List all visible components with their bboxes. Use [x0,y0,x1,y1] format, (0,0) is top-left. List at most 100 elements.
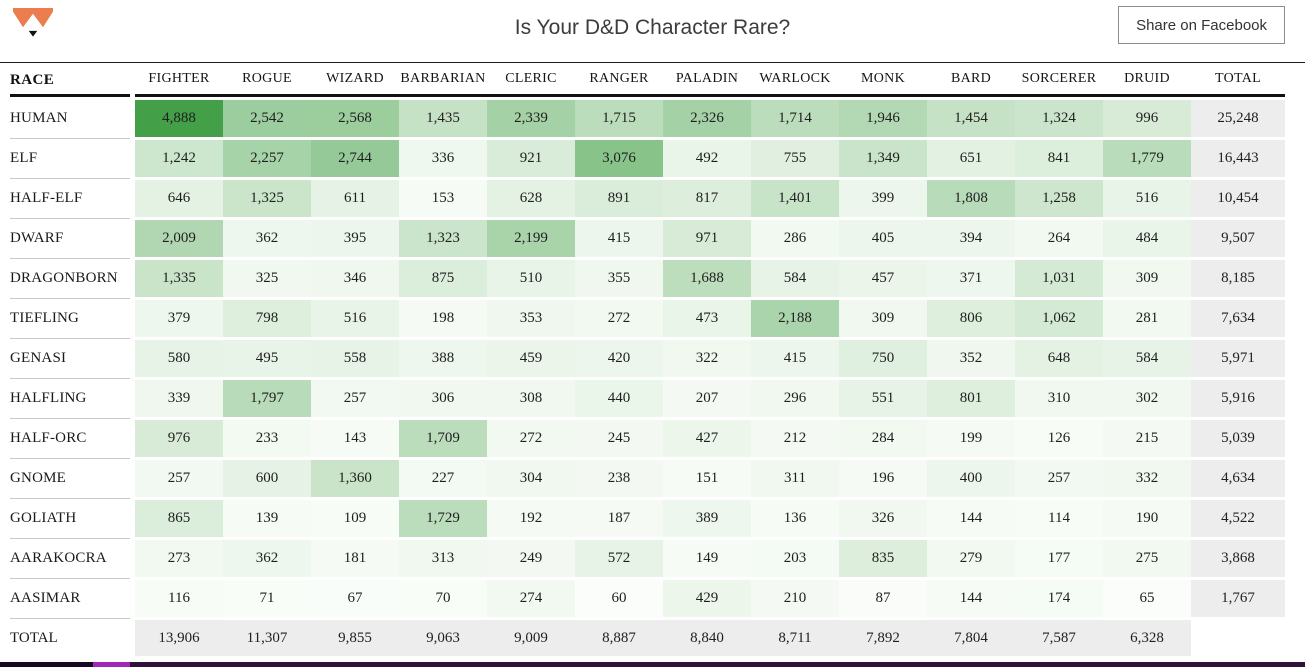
heatmap-cell: 212 [751,420,839,457]
race-label: AASIMAR [10,580,135,619]
heatmap-cell: 648 [1015,340,1103,377]
heatmap-cell: 405 [839,220,927,257]
share-on-facebook-button[interactable]: Share on Facebook [1118,6,1285,44]
heatmap-cell: 174 [1015,580,1103,617]
heatmap-cell: 865 [135,500,223,537]
heatmap-cell: 2,542 [223,100,311,137]
table-row-half-elf: HALF-ELF 646 1,325 611 153 628 891 817 1,401 399 1… [10,180,1285,219]
heatmap-cell: 572 [575,540,663,577]
heatmap-cell: 440 [575,380,663,417]
column-total-cell: 9,009 [514,629,548,646]
heatmap-cell: 2,744 [311,140,399,177]
heatmap-cell: 4,888 [135,100,223,137]
heatmap-cell: 1,401 [751,180,839,217]
heatmap-cell: 311 [751,460,839,497]
heatmap-cell: 646 [135,180,223,217]
race-label: AARAKOCRA [10,540,135,579]
heatmap-cell: 302 [1103,380,1191,417]
heatmap-cell: 203 [751,540,839,577]
row-total-cell: 4,522 [1191,500,1285,537]
heatmap-cell: 484 [1103,220,1191,257]
fox-ears-shape [13,8,53,28]
heatmap-cell: 1,454 [927,100,1015,137]
heatmap-cell: 308 [487,380,575,417]
heatmap-cell: 1,242 [135,140,223,177]
heatmap-cell: 257 [311,380,399,417]
heatmap-cell: 153 [399,180,487,217]
heatmap-cell: 215 [1103,420,1191,457]
race-label: ELF [10,140,135,179]
race-label: GOLIATH [10,500,135,539]
totals-row-label: TOTAL [10,629,58,646]
race-label: TIEFLING [10,300,135,339]
heatmap-cell: 584 [751,260,839,297]
heatmap-cell: 245 [575,420,663,457]
heatmap-cell: 362 [223,540,311,577]
heatmap-cell: 1,360 [311,460,399,497]
column-total-cell: 7,587 [1042,629,1076,646]
heatmap-cell: 2,188 [751,300,839,337]
heatmap-cell: 273 [135,540,223,577]
progress-bar-thumb[interactable] [93,662,130,667]
race-label: HALFLING [10,380,135,419]
heatmap-cell: 306 [399,380,487,417]
heatmap-cell: 207 [663,380,751,417]
row-total-cell: 5,916 [1191,380,1285,417]
column-header-cleric: CLERIC [505,70,557,86]
heatmap-cell: 116 [135,580,223,617]
heatmap-cell: 3,076 [575,140,663,177]
heatmap-cell: 274 [487,580,575,617]
column-total-cell: 11,307 [246,629,288,646]
column-header-monk: MONK [861,70,905,86]
column-header-fighter: FIGHTER [148,70,210,86]
heatmap-cell: 611 [311,180,399,217]
column-header-total: TOTAL [1214,70,1261,86]
column-header-barbarian: BARBARIAN [400,70,486,86]
column-total-cell: 7,892 [866,629,900,646]
heatmap-cell: 806 [927,300,1015,337]
heatmap-cell: 516 [1103,180,1191,217]
heatmap-cell: 275 [1103,540,1191,577]
heatmap-cell: 272 [487,420,575,457]
heatmap-cell: 429 [663,580,751,617]
column-total-cell: 8,887 [602,629,636,646]
heatmap-cell: 551 [839,380,927,417]
row-total-cell: 5,971 [1191,340,1285,377]
heatmap-cell: 257 [135,460,223,497]
heatmap-cell: 281 [1103,300,1191,337]
heatmap-cell: 336 [399,140,487,177]
column-total-cell: 13,906 [158,629,200,646]
race-label: DWARF [10,220,135,259]
heatmap-cell: 801 [927,380,1015,417]
heatmap-cell: 332 [1103,460,1191,497]
heatmap-cell: 71 [223,580,311,617]
heatmap-cell: 346 [311,260,399,297]
heatmap-cell: 149 [663,540,751,577]
heatmap-cell: 70 [399,580,487,617]
heatmap-cell: 257 [1015,460,1103,497]
heatmap-cell: 322 [663,340,751,377]
race-label: GNOME [10,460,135,499]
heatmap-cell: 976 [135,420,223,457]
progress-bar-dark-segment [0,662,93,667]
heatmap-cell: 1,715 [575,100,663,137]
heatmap-cell: 1,808 [927,180,1015,217]
heatmap-cell: 1,688 [663,260,751,297]
heatmap-cell: 136 [751,500,839,537]
fivethirtyeight-fox-logo-icon[interactable] [13,8,53,38]
bottom-progress-bar [0,662,1305,667]
heatmap-cell: 516 [311,300,399,337]
heatmap-cell: 1,325 [223,180,311,217]
grand-total-empty-cell [1191,620,1285,656]
table-row-genasi: GENASI 580 495 558 388 459 420 322 415 750 352 648 5… [10,340,1285,379]
heatmap-cell: 339 [135,380,223,417]
heatmap-cell: 558 [311,340,399,377]
race-column-header: RACE [10,63,135,97]
column-header-warlock: WARLOCK [759,70,831,86]
heatmap-cell: 177 [1015,540,1103,577]
race-label: DRAGONBORN [10,260,135,299]
heatmap-cell: 1,031 [1015,260,1103,297]
heatmap-cell: 1,323 [399,220,487,257]
row-total-cell: 7,634 [1191,300,1285,337]
heatmap-cell: 181 [311,540,399,577]
